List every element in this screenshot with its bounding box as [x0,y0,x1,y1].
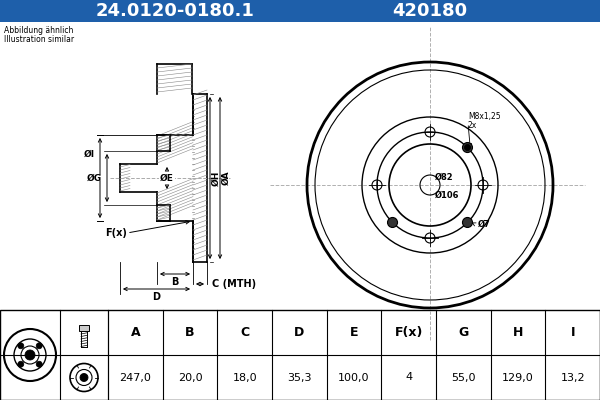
Circle shape [463,142,472,152]
Bar [0,0,600,22]
Text: Illustration similar: Illustration similar [4,35,74,44]
Text: 24.0120-0180.1: 24.0120-0180.1 [95,2,254,20]
Text: 4: 4 [405,372,412,382]
Text: 2x: 2x [468,122,477,130]
Text: M8x1,25: M8x1,25 [468,112,500,122]
Bar [0,310,600,400]
Text: I: I [571,326,575,339]
Text: ØG: ØG [87,174,102,182]
Text: C: C [240,326,249,339]
Text: B: B [172,277,179,287]
Circle shape [25,350,35,360]
Text: ØA: ØA [222,171,231,185]
Text: Abbildung ähnlich: Abbildung ähnlich [4,26,73,35]
Circle shape [388,218,398,228]
Text: F(x): F(x) [394,326,423,339]
Text: F(x): F(x) [105,228,127,238]
Text: 129,0: 129,0 [502,372,534,382]
Text: Ø106: Ø106 [435,190,460,200]
Text: H: H [513,326,523,339]
Circle shape [18,343,24,349]
Text: B: B [185,326,195,339]
Text: 100,0: 100,0 [338,372,370,382]
Text: ØE: ØE [160,174,174,182]
Text: D: D [152,292,161,302]
Text: ØI: ØI [84,150,95,159]
Circle shape [80,374,88,382]
Text: E: E [350,326,358,339]
Circle shape [464,144,470,150]
Text: 247,0: 247,0 [119,372,151,382]
Bar [79,324,89,330]
Circle shape [463,218,472,228]
Text: 20,0: 20,0 [178,372,202,382]
Text: D: D [294,326,304,339]
Text: A: A [131,326,140,339]
Text: ØH: ØH [212,170,221,186]
Text: Ø7: Ø7 [478,220,490,229]
Text: 13,2: 13,2 [560,372,585,382]
Text: Ø82: Ø82 [435,172,454,182]
Text: G: G [458,326,469,339]
Text: C (MTH): C (MTH) [212,279,256,289]
Text: 55,0: 55,0 [451,372,476,382]
Text: 18,0: 18,0 [232,372,257,382]
Circle shape [18,361,24,367]
Text: 35,3: 35,3 [287,372,311,382]
Text: 420180: 420180 [392,2,467,20]
Circle shape [36,361,42,367]
Circle shape [36,343,42,349]
